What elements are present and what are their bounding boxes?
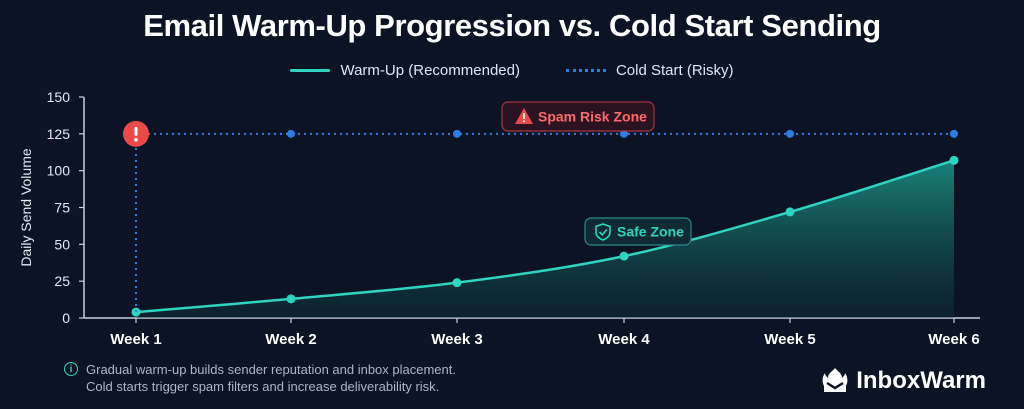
warm-up-area [136,160,954,318]
warning-triangle-icon [515,108,533,124]
footnote-line-1: Gradual warm-up builds sender reputation… [86,362,456,377]
x-tick-label: Week 3 [431,331,482,348]
warm-up-point [619,251,629,261]
x-tick-label: Week 2 [265,331,316,348]
cold-start-point [287,129,295,138]
brand-name: InboxWarm [856,367,986,394]
spam-risk-badge-box [501,101,655,132]
y-tick-label: 0 [62,310,70,326]
x-tick-label: Week 5 [764,331,815,348]
safe-zone-badge-box [584,217,692,246]
legend-swatch-cold-start [565,69,606,72]
cold-start-point [950,129,958,138]
footnote: i Gradual warm-up builds sender reputati… [64,361,456,395]
legend-item-warm-up: Warm-Up (Recommended) [290,62,520,79]
cold-start-point [786,129,794,138]
chart-title: Email Warm-Up Progression vs. Cold Start… [143,8,881,43]
warm-up-point [785,207,795,217]
info-icon: i [64,362,78,376]
safe-zone-badge: Safe Zone [584,217,692,246]
warm-up-line [135,159,955,314]
warm-up-point [286,294,296,304]
x-tick-label: Week 1 [110,331,161,348]
alert-mark-dot [134,138,138,142]
y-axis-label: Daily Send Volume [18,148,34,267]
warning-mark-bar [523,113,525,119]
y-tick-label: 75 [54,200,70,216]
x-tick-label: Week 6 [928,331,979,348]
inboxwarm-logo-icon [822,368,848,392]
footnote-line-2: Cold starts trigger spam filters and inc… [86,379,440,394]
spam-risk-badge-label: Spam Risk Zone [538,109,647,125]
shield-check-icon [595,223,611,241]
warm-up-point [452,278,462,288]
chart-legend: Warm-Up (Recommended) Cold Start (Risky) [0,62,1024,79]
brand-logo: InboxWarm [820,366,986,396]
y-tick-label: 50 [54,236,70,252]
legend-label-warm-up: Warm-Up (Recommended) [340,62,520,79]
legend-label-cold-start: Cold Start (Risky) [615,62,734,79]
shield-check-mark [598,228,608,236]
alert-mark-bar [134,126,138,136]
spam-risk-zone-badge: Spam Risk Zone [501,101,655,132]
legend-swatch-warm-up [290,69,331,72]
warm-up-point [949,155,959,165]
y-tick-label: 150 [47,89,71,105]
x-tick-label: Week 4 [598,331,650,348]
y-tick-label: 125 [47,126,71,142]
cold-start-point [620,129,628,138]
legend-item-cold-start: Cold Start (Risky) [565,62,734,79]
y-tick-label: 100 [47,163,71,179]
cold-start-point [453,129,461,138]
y-tick-label: 25 [54,273,70,289]
warm-up-point [131,307,141,317]
shield-outline [595,223,611,241]
warning-mark-dot [523,120,525,123]
alert-circle-icon [123,120,149,147]
safe-zone-badge-label: Safe Zone [617,224,684,240]
